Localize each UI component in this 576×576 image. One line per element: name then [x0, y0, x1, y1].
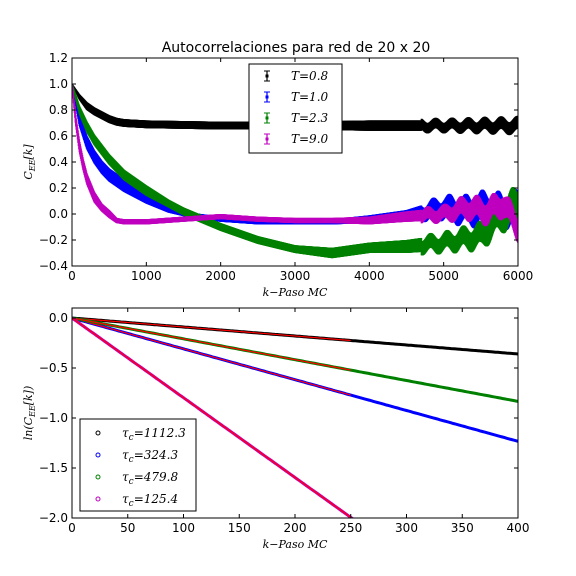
legend-marker [95, 474, 101, 480]
legend-marker [95, 496, 101, 502]
x-tick-label: 4000 [354, 269, 385, 283]
x-tick-label: 150 [228, 521, 251, 535]
series-line [72, 83, 518, 228]
y-tick-label: −0.2 [39, 233, 68, 247]
x-tick-label: 100 [172, 521, 195, 535]
x-tick-label: 3000 [280, 269, 311, 283]
series-t9.0 [72, 83, 518, 243]
series-line [72, 83, 518, 254]
x-tick-label: 400 [507, 521, 530, 535]
legend-label: τc=1112.3 [122, 426, 186, 443]
y-tick-label: −0.5 [39, 361, 68, 375]
legend-item: τc=125.4 [95, 492, 178, 509]
legend-marker [265, 95, 269, 99]
y-tick-label: 1.2 [49, 51, 68, 65]
legend-marker [95, 430, 101, 436]
y-tick-label: 0.8 [49, 103, 68, 117]
y-tick-label: 1.0 [49, 77, 68, 91]
y-axis-label: ln(CEE[k]) [22, 386, 37, 441]
x-axis-label: k−Paso MC [263, 286, 328, 299]
series-tau-1112.3 [72, 316, 518, 356]
y-tick-label: −1.0 [39, 411, 68, 425]
x-tick-label: 200 [284, 521, 307, 535]
plot-area [72, 316, 518, 518]
x-tick-label: 2000 [205, 269, 236, 283]
legend-item: T=1.0 [264, 90, 329, 104]
y-tick-label: 0.6 [49, 129, 68, 143]
x-tick-label: 50 [120, 521, 135, 535]
chart-title: Autocorrelaciones para red de 20 x 20 [162, 40, 431, 56]
y-tick-label: 0.2 [49, 181, 68, 195]
y-tick-label: −1.5 [39, 461, 68, 475]
bottom-plot: 0 50 100 150 200 250 300 350 400 −2.0 −1.5 −1.0 −0.5… [22, 307, 530, 551]
x-tick-label: 6000 [503, 269, 534, 283]
legend-box [248, 63, 343, 154]
y-tick-label: 0.4 [49, 155, 68, 169]
x-tick-label: 5000 [428, 269, 459, 283]
x-tick-label: 0 [68, 521, 76, 535]
fit-line [72, 317, 352, 518]
x-tick-label: 300 [395, 521, 418, 535]
y-axis-label: CEE[k] [22, 144, 37, 180]
legend-item: τc=479.8 [95, 470, 178, 487]
series-tau-324.3 [72, 316, 518, 443]
legend-marker [265, 137, 269, 141]
fit-line [72, 317, 351, 371]
y-tick-label: −2.0 [39, 511, 68, 525]
fit-line [72, 317, 351, 396]
series-tau-479.8 [72, 316, 518, 403]
legend-label: τc=324.3 [122, 448, 178, 465]
y-tick-label: 0.0 [49, 311, 68, 325]
legend-item: T=9.0 [264, 132, 329, 146]
legend-marker [95, 452, 101, 458]
x-tick-label: 350 [451, 521, 474, 535]
series-tau-125.4 [72, 316, 355, 518]
legend: T=0.8 T=1.0 T=2.3 T=9.0 [248, 63, 343, 154]
legend-label: T=2.3 [291, 111, 329, 125]
legend-label: τc=125.4 [122, 492, 178, 509]
legend-label: T=9.0 [291, 132, 329, 146]
x-axis-label: k−Paso MC [263, 538, 328, 551]
legend-item: τc=1112.3 [95, 426, 186, 443]
legend-item: T=2.3 [264, 111, 329, 125]
top-plot: 0 1000 2000 3000 4000 5000 6000 −0.4 −0.2 0.0 0.2 0… [22, 51, 533, 299]
legend-marker [265, 116, 269, 120]
x-tick-label: 0 [68, 269, 76, 283]
legend-label: T=0.8 [291, 69, 329, 83]
legend-item: T=0.8 [264, 69, 329, 83]
legend-marker [265, 74, 269, 78]
y-tick-label: 0.0 [49, 207, 68, 221]
x-tick-label: 1000 [131, 269, 162, 283]
x-tick-label: 250 [339, 521, 362, 535]
legend-item: τc=324.3 [95, 448, 178, 465]
legend-label: τc=479.8 [122, 470, 178, 487]
y-tick-label: −0.4 [39, 259, 68, 273]
legend-label: T=1.0 [291, 90, 329, 104]
legend: τc=1112.3 τc=324.3 τc=479.8 τc=125.4 [79, 418, 197, 512]
fit-line [72, 317, 351, 342]
